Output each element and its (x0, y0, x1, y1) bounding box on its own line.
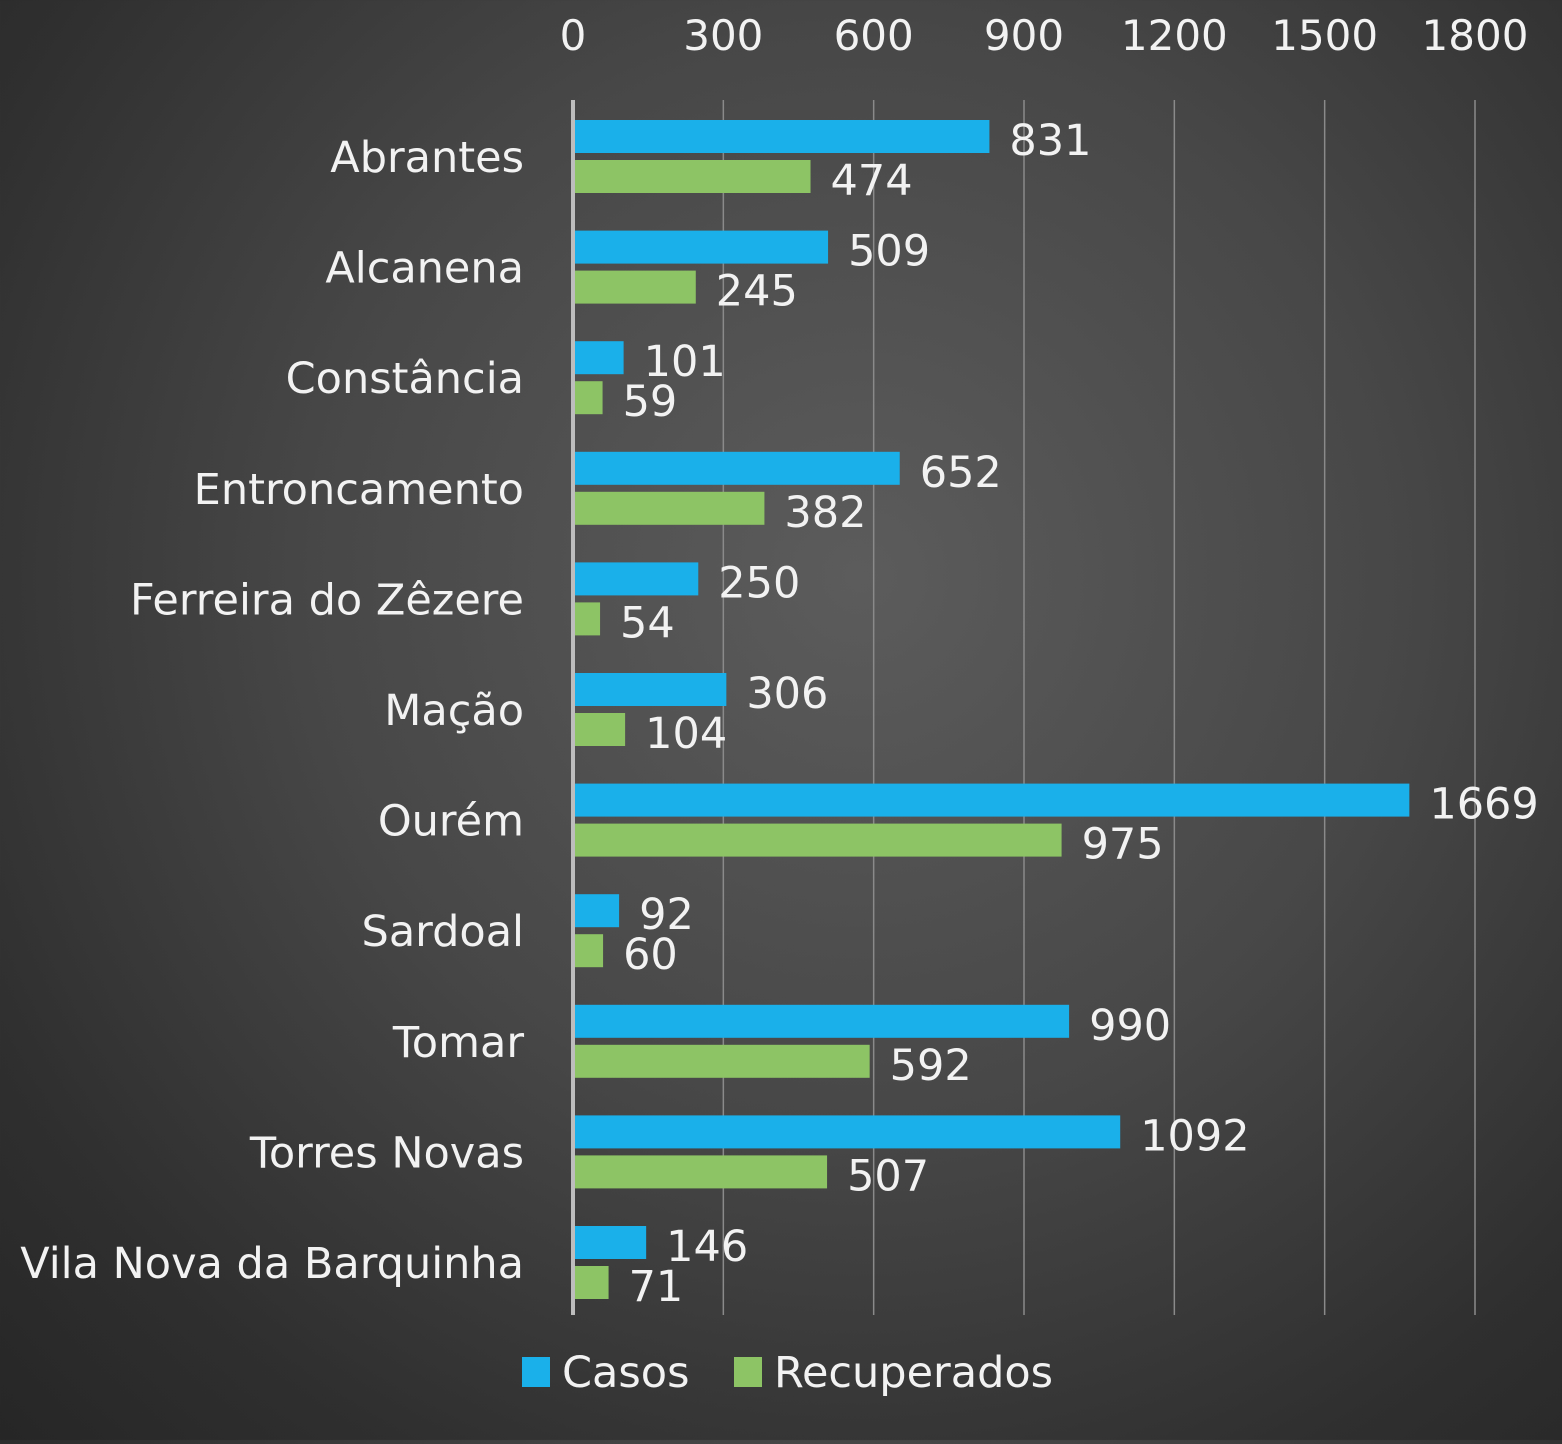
data-label-recuperados: 592 (890, 1041, 972, 1091)
data-label-casos: 990 (1089, 1001, 1171, 1051)
bar-recuperados (573, 160, 811, 193)
bar-casos (573, 120, 990, 153)
bar-recuperados (573, 823, 1062, 857)
x-tick-label: 300 (683, 11, 763, 60)
category-label: Alcanena (325, 244, 524, 294)
data-label-casos: 146 (666, 1222, 748, 1272)
bar-recuperados (573, 713, 626, 746)
bar-casos (573, 451, 900, 485)
category-label: Abrantes (330, 133, 524, 183)
bar-casos (573, 783, 1410, 817)
legend-label: Casos (562, 1348, 690, 1398)
data-label-recuperados: 245 (716, 267, 798, 317)
category-label: Tomar (392, 1018, 525, 1068)
category-label: Torres Novas (249, 1128, 524, 1178)
bar-casos (573, 1226, 647, 1259)
legend: Casos Recuperados (522, 1348, 1053, 1398)
bar-casos (573, 673, 727, 706)
x-tick-label: 0 (560, 11, 587, 60)
bar-casos (573, 341, 624, 375)
x-tick-label: 1200 (1121, 11, 1228, 60)
data-label-casos: 831 (1009, 116, 1091, 166)
data-label-casos: 306 (746, 669, 828, 719)
data-label-recuperados: 59 (623, 377, 678, 427)
data-label-casos: 652 (920, 448, 1002, 498)
bar-recuperados (573, 491, 765, 525)
data-label-casos: 101 (644, 337, 726, 387)
data-label-recuperados: 54 (620, 598, 675, 648)
legend-label: Recuperados (774, 1348, 1053, 1398)
bar-casos (573, 230, 829, 264)
data-label-recuperados: 975 (1082, 820, 1164, 870)
bar-casos (573, 562, 699, 596)
bar-recuperados (573, 270, 696, 304)
gridlines (722, 100, 1476, 1315)
bar-recuperados (573, 1266, 609, 1299)
category-label: Vila Nova da Barquinha (20, 1239, 524, 1289)
category-label: Mação (384, 686, 524, 736)
category-label: Constância (286, 354, 524, 404)
data-label-recuperados: 71 (629, 1262, 684, 1312)
category-label: Entroncamento (194, 465, 524, 515)
bars (573, 120, 1410, 1299)
category-label: Sardoal (362, 907, 524, 957)
category-label: Ourém (378, 797, 524, 847)
bar-recuperados (573, 381, 603, 415)
category-label: Ferreira do Zêzere (130, 575, 524, 625)
bar-recuperados (573, 1044, 870, 1078)
x-tick-label: 600 (834, 11, 914, 60)
bar-recuperados (573, 602, 601, 636)
legend-swatch (734, 1357, 762, 1387)
x-axis-ticks: 0 300 600 900 1200 1500 1800 (560, 11, 1529, 60)
bar-recuperados (573, 934, 604, 968)
bar-casos (573, 1115, 1121, 1149)
bar-recuperados (573, 1155, 828, 1189)
x-tick-label: 1800 (1422, 11, 1529, 60)
data-label-recuperados: 507 (847, 1151, 929, 1201)
bar-casos (573, 894, 620, 928)
x-tick-label: 900 (984, 11, 1064, 60)
data-label-recuperados: 60 (623, 930, 678, 980)
data-label-casos: 92 (639, 890, 694, 940)
data-label-casos: 1092 (1140, 1111, 1249, 1161)
category-labels: Abrantes Alcanena Constância Entroncamento F… (20, 133, 524, 1289)
data-label-casos: 1669 (1429, 780, 1538, 830)
x-tick-label: 1500 (1271, 11, 1378, 60)
data-label-casos: 509 (848, 227, 930, 277)
data-label-recuperados: 382 (784, 488, 866, 538)
data-label-recuperados: 104 (645, 709, 727, 759)
data-label-casos: 250 (718, 558, 800, 608)
bar-casos (573, 1004, 1070, 1038)
data-label-recuperados: 474 (831, 156, 913, 206)
legend-swatch (522, 1357, 550, 1387)
